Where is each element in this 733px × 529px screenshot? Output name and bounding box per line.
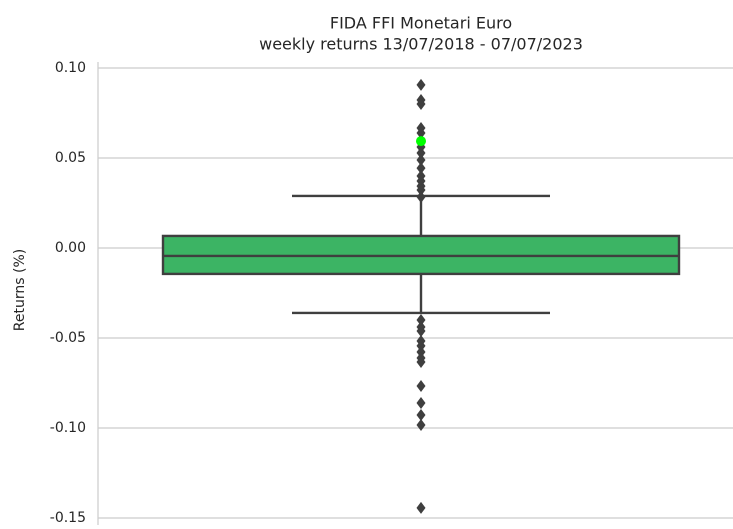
outlier bbox=[416, 380, 426, 393]
outlier bbox=[416, 184, 426, 197]
outlier bbox=[416, 409, 426, 422]
y-tick-label: 0.00 bbox=[55, 240, 86, 256]
y-tick-label: -0.05 bbox=[50, 330, 86, 346]
outlier bbox=[416, 314, 426, 326]
outlier bbox=[416, 418, 426, 431]
chart-subtitle: weekly returns 13/07/2018 - 07/07/2023 bbox=[259, 35, 583, 54]
outlier bbox=[416, 501, 426, 514]
y-tick-label: -0.15 bbox=[50, 510, 86, 525]
y-tick-label: -0.10 bbox=[50, 420, 86, 436]
outlier bbox=[416, 324, 426, 337]
outlier bbox=[416, 146, 426, 159]
y-tick-label: 0.05 bbox=[55, 150, 86, 166]
outlier bbox=[416, 191, 426, 204]
outlier bbox=[416, 396, 426, 409]
outlier bbox=[416, 339, 426, 352]
outlier bbox=[416, 162, 426, 175]
y-axis-label: Returns (%) bbox=[12, 249, 28, 331]
outlier bbox=[416, 355, 426, 368]
outlier bbox=[416, 126, 426, 139]
outlier bbox=[416, 153, 426, 166]
highlight-point bbox=[416, 136, 426, 147]
y-tick-label: 0.10 bbox=[55, 60, 86, 76]
outlier bbox=[416, 98, 426, 110]
chart-title: FIDA FFI Monetari Euro bbox=[330, 14, 512, 33]
outlier bbox=[416, 78, 426, 91]
